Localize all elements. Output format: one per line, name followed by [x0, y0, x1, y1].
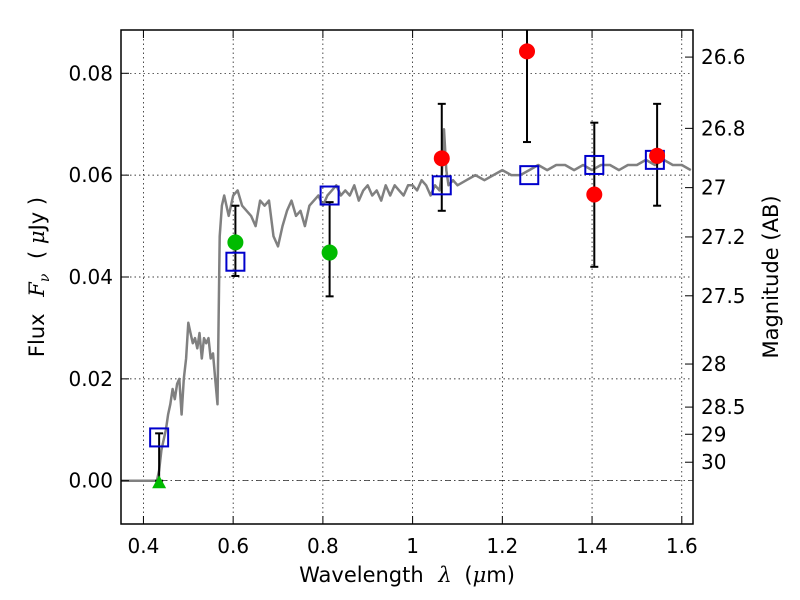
red-data-point: [433, 150, 450, 167]
green-data-point: [227, 234, 244, 251]
model-spectrum: [121, 128, 692, 482]
y2-tick-label: 27: [701, 176, 726, 200]
red-data-point: [519, 43, 536, 60]
y-axis-title: Flux Fν ( μJy ): [25, 197, 54, 357]
x-axis-symbol: λ: [437, 563, 451, 587]
model-spectrum-line: [121, 128, 692, 482]
x-axis-unit-mu: μ: [473, 563, 487, 587]
data-markers: [149, 43, 666, 489]
y2-tick-label: 26.6: [701, 45, 746, 69]
y-tick-label: 0.08: [68, 61, 113, 85]
y2-tick-label: 29: [701, 422, 726, 446]
y2-tick-label: 27.2: [701, 225, 746, 249]
model-point-square: [225, 251, 246, 272]
x-tick-label: 1: [406, 534, 419, 558]
x-axis-unit-rest: m): [486, 563, 515, 587]
y-axis-title-text: Flux: [25, 313, 49, 357]
x-tick-label: 0.6: [217, 534, 249, 558]
y2-tick-label: 27.5: [701, 284, 746, 308]
y2-tick-label: 28.5: [701, 395, 746, 419]
model-point-square: [584, 154, 605, 175]
green-triangle-point: [152, 475, 167, 489]
y2-tick-label: 30: [701, 450, 726, 474]
y2-tick-label: 28: [701, 352, 726, 376]
x-tick-label: 1.4: [576, 534, 608, 558]
x-axis-title: Wavelength λ (μm): [299, 563, 515, 587]
model-point-square: [319, 185, 340, 206]
y-tick-label: 0.00: [68, 469, 113, 493]
tick-labels: 0.4 0.6 0.8 1 1.2 1.4 1.6 0.00 0.02 0.04 0.06 0.08 2…: [68, 45, 745, 558]
green-data-point: [321, 244, 338, 261]
y-tick-label: 0.06: [68, 163, 113, 187]
x-tick-label: 1.6: [666, 534, 698, 558]
y-tick-label: 0.02: [68, 367, 113, 391]
y-axis-unit-open: (: [25, 251, 49, 259]
x-tick-label: 0.8: [307, 534, 339, 558]
x-tick-label: 1.2: [486, 534, 518, 558]
x-axis-unit-open: (: [464, 563, 472, 587]
axis-ticks: [121, 30, 693, 524]
y-axis-unit-rest: Jy ): [25, 197, 49, 233]
model-point-square: [519, 165, 540, 186]
x-axis-title-text: Wavelength: [299, 563, 424, 587]
y-axis-unit-mu: μ: [25, 230, 49, 244]
y2-axis-title: Magnitude (AB): [759, 195, 783, 358]
x-tick-label: 0.4: [128, 534, 160, 558]
model-point-square: [431, 175, 452, 196]
y-axis-subscript: ν: [37, 273, 53, 282]
y-axis-symbol: F: [25, 281, 49, 298]
red-data-point: [649, 147, 666, 164]
y2-tick-label: 26.8: [701, 116, 746, 140]
model-point-square: [149, 427, 170, 448]
y-tick-label: 0.04: [68, 265, 113, 289]
red-data-point: [586, 186, 603, 203]
